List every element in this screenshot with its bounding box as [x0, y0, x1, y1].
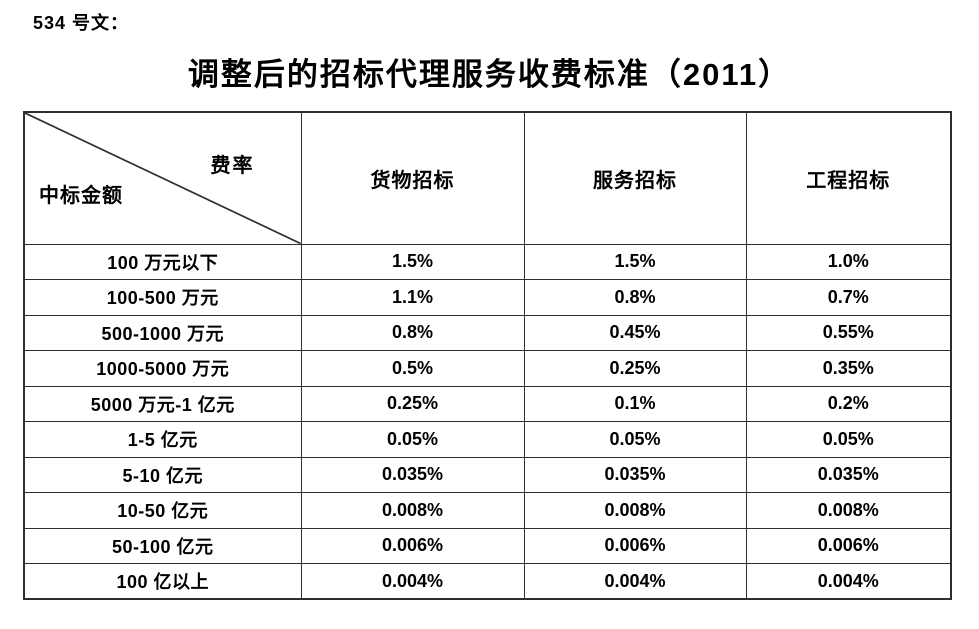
- corner-label-amount: 中标金额: [39, 184, 123, 207]
- engineering-rate-cell: 0.004%: [745, 563, 952, 600]
- engineering-rate-cell: 0.035%: [745, 456, 952, 493]
- diagonal-divider-line: [25, 113, 301, 244]
- table-row: 100-500 万元 1.1% 0.8% 0.7%: [23, 279, 952, 316]
- table-row: 1000-5000 万元 0.5% 0.25% 0.35%: [23, 350, 952, 387]
- amount-cell: 500-1000 万元: [23, 314, 302, 351]
- engineering-rate-cell: 0.2%: [745, 385, 952, 422]
- col-header-engineering: 工程招标: [745, 111, 952, 245]
- corner-header-cell: 费率 中标金额: [23, 111, 302, 245]
- goods-rate-cell: 0.006%: [300, 527, 525, 564]
- table-row: 50-100 亿元 0.006% 0.006% 0.006%: [23, 527, 952, 564]
- col-header-service: 服务招标: [523, 111, 747, 245]
- goods-rate-cell: 0.25%: [300, 385, 525, 422]
- amount-cell: 5000 万元-1 亿元: [23, 385, 302, 422]
- doc-number: 534 号文：: [33, 13, 130, 33]
- engineering-rate-cell: 0.55%: [745, 314, 952, 351]
- goods-rate-cell: 1.5%: [300, 243, 525, 280]
- corner-label-rate: 费率: [210, 155, 255, 177]
- table-row: 5000 万元-1 亿元 0.25% 0.1% 0.2%: [23, 385, 952, 422]
- service-rate-cell: 0.004%: [523, 563, 747, 600]
- service-rate-cell: 0.05%: [523, 421, 747, 458]
- service-rate-cell: 0.1%: [523, 385, 747, 422]
- amount-cell: 10-50 亿元: [23, 492, 302, 529]
- service-rate-cell: 1.5%: [523, 243, 747, 280]
- amount-cell: 5-10 亿元: [23, 456, 302, 493]
- page-title: 调整后的招标代理服务收费标准（2011）: [187, 57, 792, 92]
- table-row: 5-10 亿元 0.035% 0.035% 0.035%: [23, 456, 952, 493]
- table-row: 100 亿以上 0.004% 0.004% 0.004%: [23, 563, 952, 600]
- goods-rate-cell: 0.008%: [300, 492, 525, 529]
- table-row: 500-1000 万元 0.8% 0.45% 0.55%: [23, 314, 952, 351]
- goods-rate-cell: 0.05%: [300, 421, 525, 458]
- goods-rate-cell: 0.035%: [300, 456, 525, 493]
- col-header-goods: 货物招标: [300, 111, 525, 245]
- engineering-rate-cell: 1.0%: [745, 243, 952, 280]
- service-rate-cell: 0.006%: [523, 527, 747, 564]
- service-rate-cell: 0.035%: [523, 456, 747, 493]
- service-rate-cell: 0.8%: [523, 279, 747, 316]
- table-row: 10-50 亿元 0.008% 0.008% 0.008%: [23, 492, 952, 529]
- engineering-rate-cell: 0.008%: [745, 492, 952, 529]
- engineering-rate-cell: 0.7%: [745, 279, 952, 316]
- table-row: 100 万元以下 1.5% 1.5% 1.0%: [23, 243, 952, 280]
- fee-standard-table: 费率 中标金额 货物招标 服务招标 工程招标 100 万元以下 1.5% 1.5…: [23, 111, 952, 600]
- amount-cell: 50-100 亿元: [23, 527, 302, 564]
- table-header-row: 费率 中标金额 货物招标 服务招标 工程招标: [23, 111, 952, 245]
- amount-cell: 100 亿以上: [23, 563, 302, 600]
- goods-rate-cell: 0.5%: [300, 350, 525, 387]
- engineering-rate-cell: 0.006%: [745, 527, 952, 564]
- service-rate-cell: 0.008%: [523, 492, 747, 529]
- service-rate-cell: 0.45%: [523, 314, 747, 351]
- service-rate-cell: 0.25%: [523, 350, 747, 387]
- engineering-rate-cell: 0.05%: [745, 421, 952, 458]
- amount-cell: 100 万元以下: [23, 243, 302, 280]
- goods-rate-cell: 0.8%: [300, 314, 525, 351]
- amount-cell: 1000-5000 万元: [23, 350, 302, 387]
- amount-cell: 1-5 亿元: [23, 421, 302, 458]
- goods-rate-cell: 0.004%: [300, 563, 525, 600]
- engineering-rate-cell: 0.35%: [745, 350, 952, 387]
- table-row: 1-5 亿元 0.05% 0.05% 0.05%: [23, 421, 952, 458]
- amount-cell: 100-500 万元: [23, 279, 302, 316]
- goods-rate-cell: 1.1%: [300, 279, 525, 316]
